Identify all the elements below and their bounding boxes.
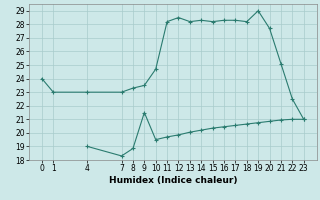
X-axis label: Humidex (Indice chaleur): Humidex (Indice chaleur) bbox=[108, 176, 237, 185]
